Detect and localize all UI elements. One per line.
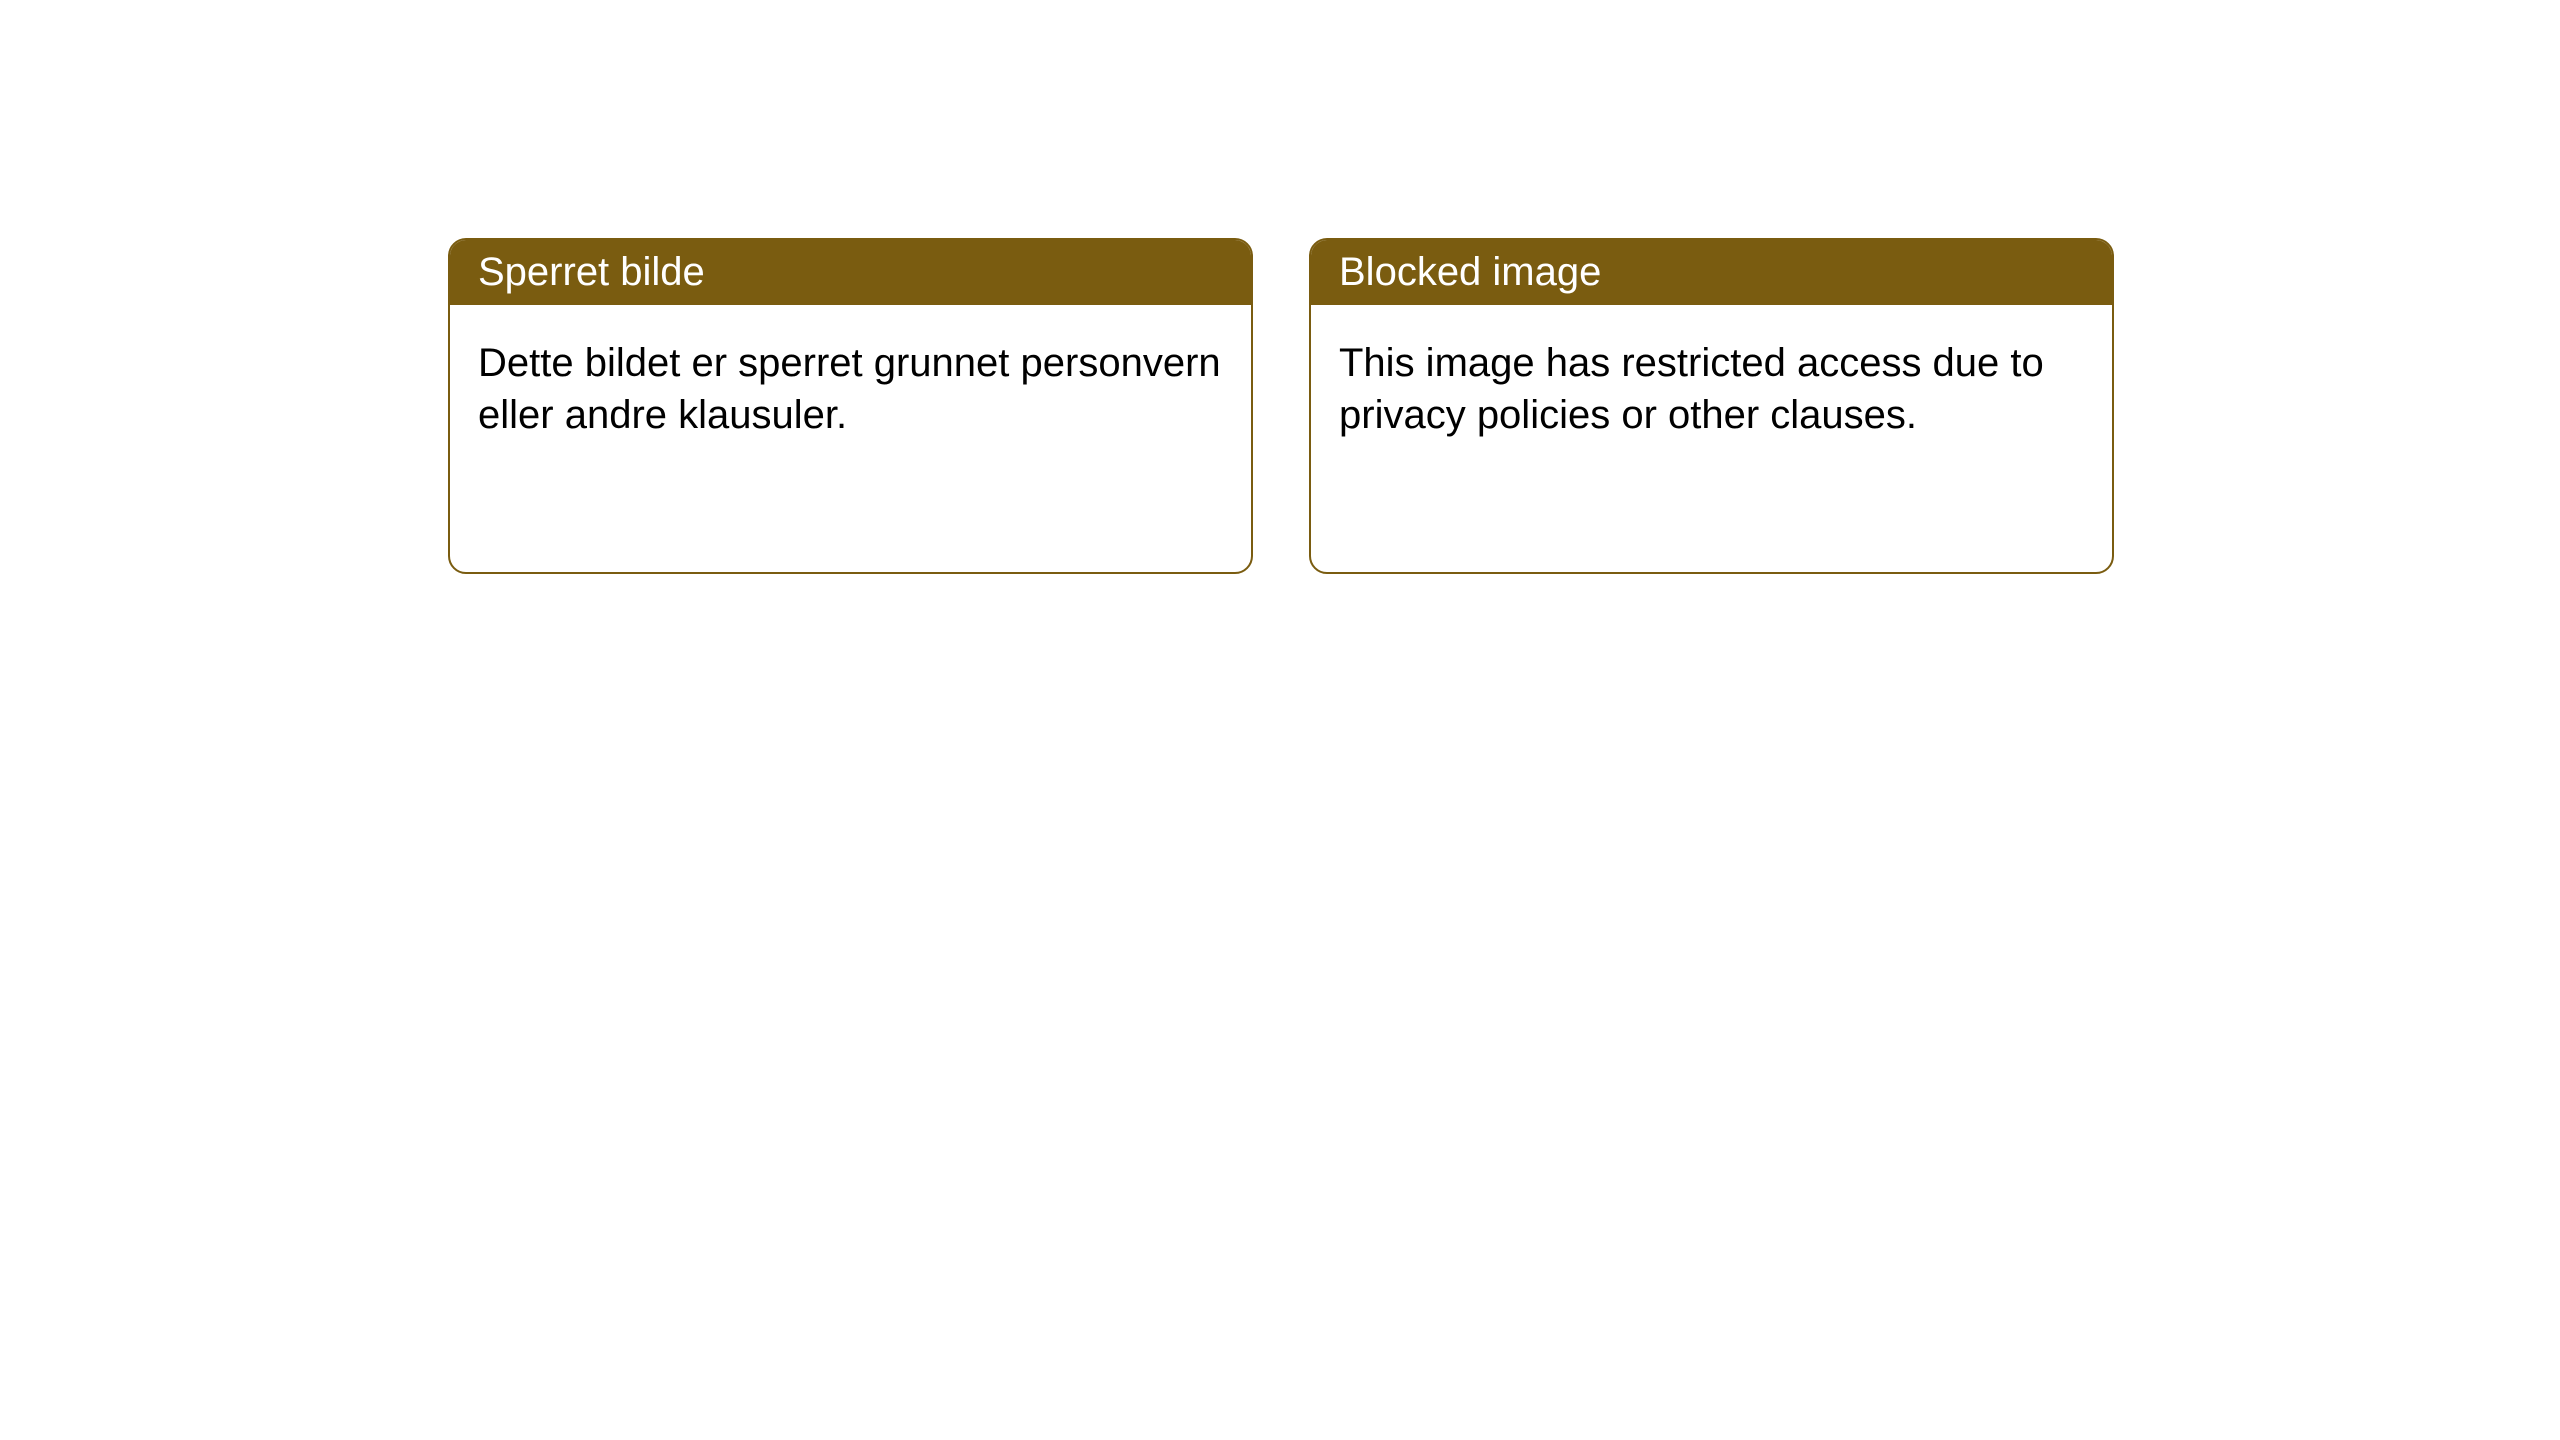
- card-title-no: Sperret bilde: [478, 250, 705, 294]
- card-body-text-en: This image has restricted access due to …: [1339, 341, 2044, 437]
- card-title-en: Blocked image: [1339, 250, 1601, 294]
- card-header-en: Blocked image: [1311, 240, 2112, 305]
- blocked-image-card-en: Blocked image This image has restricted …: [1309, 238, 2114, 574]
- card-body-en: This image has restricted access due to …: [1311, 305, 2112, 473]
- cards-container: Sperret bilde Dette bildet er sperret gr…: [448, 238, 2114, 574]
- card-body-text-no: Dette bildet er sperret grunnet personve…: [478, 341, 1221, 437]
- card-header-no: Sperret bilde: [450, 240, 1251, 305]
- card-body-no: Dette bildet er sperret grunnet personve…: [450, 305, 1251, 473]
- blocked-image-card-no: Sperret bilde Dette bildet er sperret gr…: [448, 238, 1253, 574]
